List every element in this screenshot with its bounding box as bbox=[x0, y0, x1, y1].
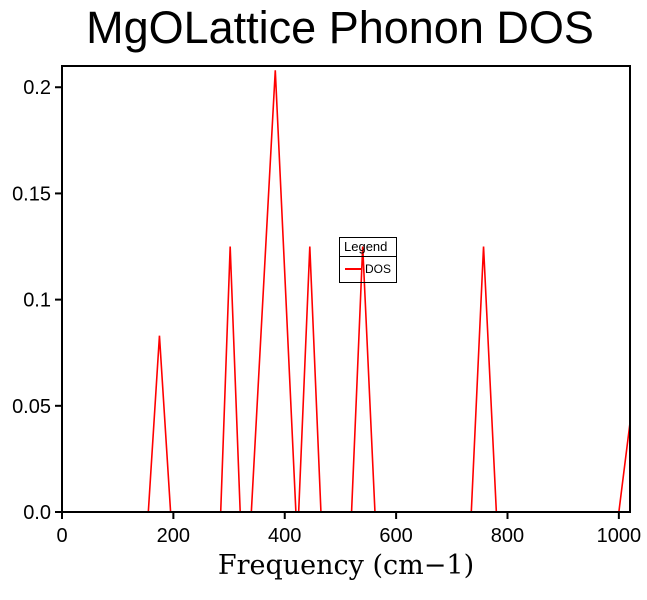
y-tick-label: 0.0 bbox=[23, 502, 51, 524]
y-tick-label: 0.15 bbox=[12, 183, 51, 205]
plot-frame bbox=[61, 65, 631, 513]
legend-entry-dos: DOS bbox=[340, 257, 396, 282]
x-axis-label: Frequency (cm−1) bbox=[217, 550, 475, 581]
y-tick-label: 0.05 bbox=[12, 396, 51, 418]
y-tick-label: 0.1 bbox=[23, 290, 51, 312]
chart-title: MgOLattice Phonon DOS bbox=[86, 2, 594, 53]
x-tick-label: 0 bbox=[56, 525, 67, 547]
x-tick-label: 1000 bbox=[597, 525, 642, 547]
x-tick-label: 800 bbox=[491, 525, 524, 547]
legend-title: Legend bbox=[340, 238, 397, 257]
legend-entry-label: DOS bbox=[365, 262, 392, 276]
y-tick-label: 0.2 bbox=[23, 77, 51, 99]
legend-line-marker bbox=[345, 268, 361, 270]
x-tick-label: 600 bbox=[379, 525, 412, 547]
legend: Legend DOS bbox=[339, 237, 398, 283]
x-tick-label: 400 bbox=[268, 525, 301, 547]
dos-line bbox=[62, 70, 630, 512]
x-tick-label: 200 bbox=[157, 525, 190, 547]
